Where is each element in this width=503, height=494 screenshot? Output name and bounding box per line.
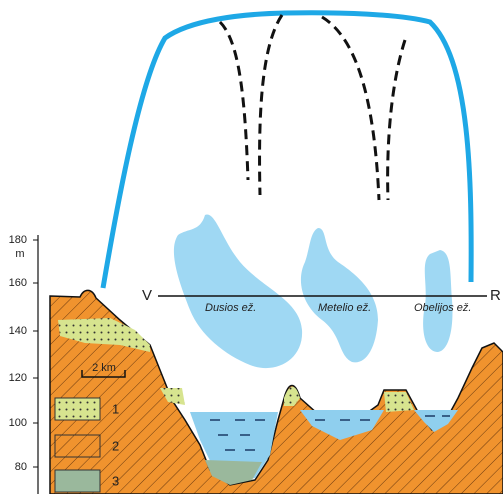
tick-label: 120 [9, 372, 27, 384]
glacier-outline [103, 13, 471, 288]
tick-label: 140 [9, 325, 27, 337]
legend-swatch [55, 470, 100, 492]
profile-start: V [142, 287, 152, 304]
tick-label: 160 [9, 277, 27, 289]
axis-ticks [33, 240, 38, 467]
profile-end: R [490, 287, 501, 304]
axis-unit: m [15, 248, 24, 260]
legend-swatch [55, 435, 100, 457]
tick-label: 180 [9, 234, 27, 246]
legend-label: 3 [112, 473, 119, 488]
lake-label: Metelio ež. [318, 302, 371, 314]
tick-label: 100 [9, 417, 27, 429]
flow-lines [220, 15, 405, 200]
lake-label: Obelijos ež. [414, 302, 471, 314]
scale-label: 2 km [92, 362, 116, 374]
legend-label: 1 [112, 401, 119, 416]
lakes-map [174, 214, 453, 368]
legend-label: 2 [112, 438, 119, 453]
legend-swatch [55, 398, 100, 420]
diagram: V R Dusios ež. Metelio ež. Obelijos ež. … [0, 0, 503, 494]
tick-label: 80 [15, 461, 27, 473]
lake-label: Dusios ež. [205, 302, 256, 314]
